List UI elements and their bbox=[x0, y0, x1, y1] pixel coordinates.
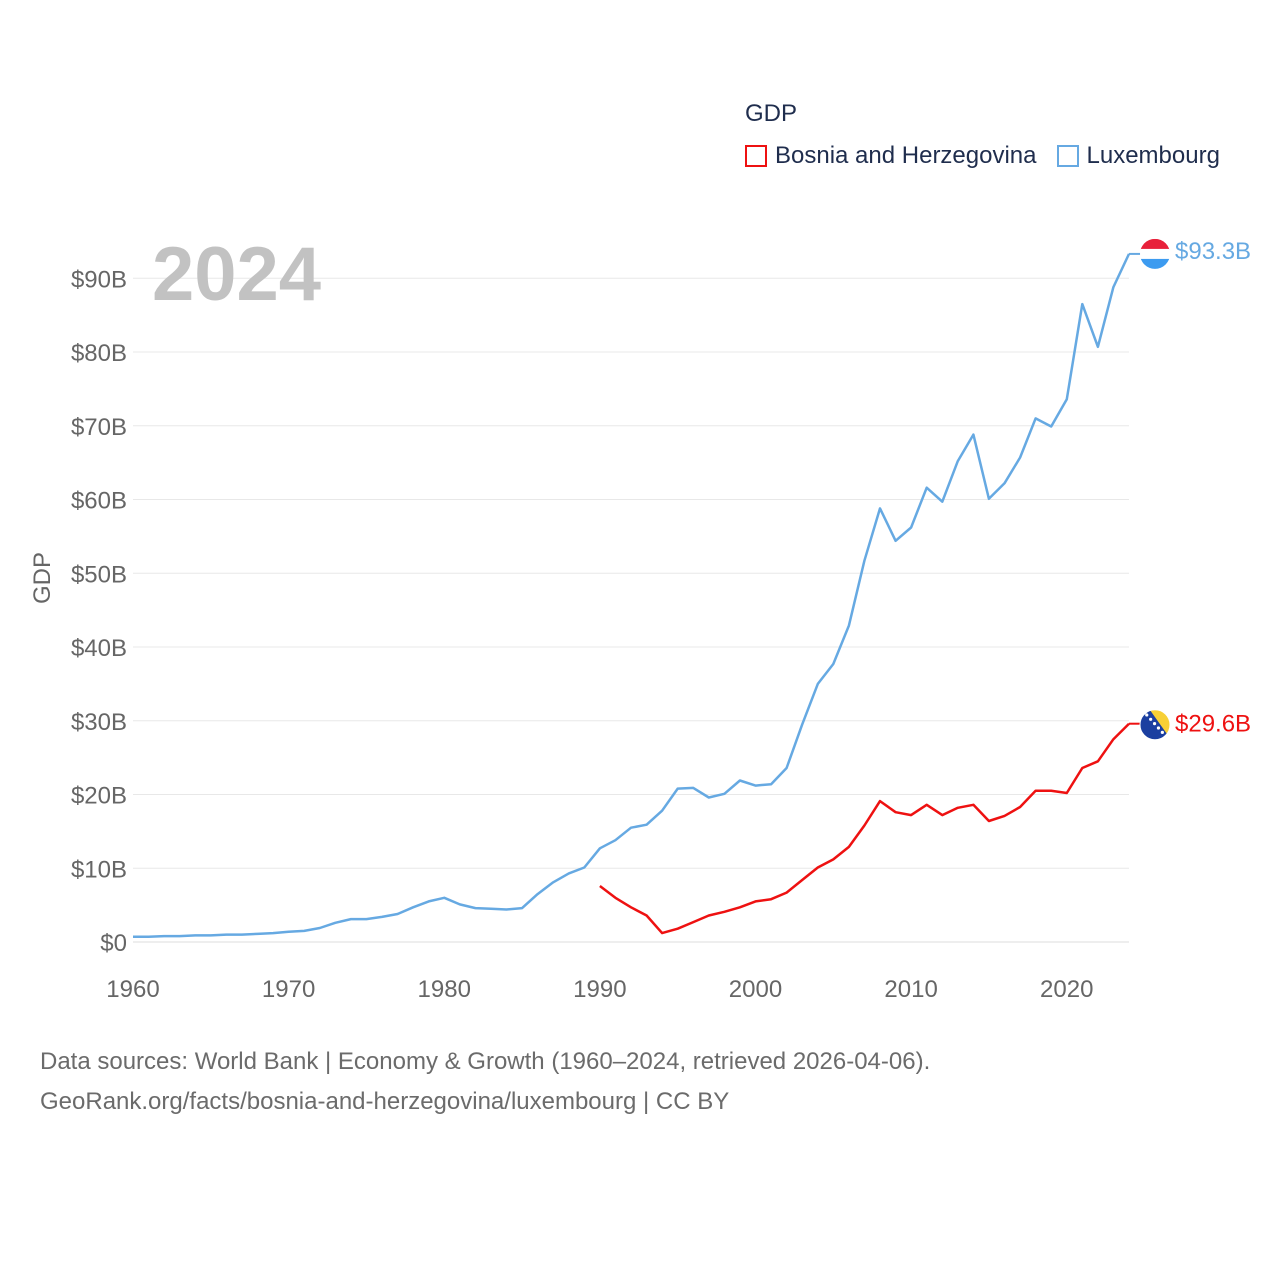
y-tick-label: $40B bbox=[71, 635, 127, 662]
y-tick-label: $30B bbox=[71, 709, 127, 736]
y-axis-title: GDP bbox=[29, 552, 56, 604]
legend-swatch-luxembourg bbox=[1056, 145, 1079, 167]
x-tick-label: 2020 bbox=[1040, 976, 1093, 1003]
year-label: 2024 bbox=[152, 232, 321, 317]
end-label-bosnia: $29.6B bbox=[1175, 711, 1251, 738]
x-tick-label: 2000 bbox=[729, 976, 782, 1003]
line-luxembourg bbox=[133, 253, 1131, 939]
legend: GDP Bosnia and Herzegovina Luxembourg bbox=[745, 100, 1220, 170]
legend-title: GDP bbox=[745, 100, 798, 127]
source-line-2[interactable]: GeoRank.org/facts/bosnia-and-herzegovina… bbox=[40, 1088, 730, 1115]
luxembourg-flag-icon bbox=[1140, 238, 1170, 269]
legend-item-luxembourg[interactable]: Luxembourg bbox=[1056, 142, 1220, 170]
x-tick-label: 1990 bbox=[573, 976, 626, 1003]
line-bosnia bbox=[599, 722, 1130, 935]
x-tick-label: 1980 bbox=[418, 976, 471, 1003]
x-tick-label: 1960 bbox=[106, 976, 159, 1003]
legend-label-bosnia: Bosnia and Herzegovina bbox=[775, 142, 1037, 169]
source-line-1: Data sources: World Bank | Economy & Gro… bbox=[40, 1048, 931, 1075]
y-tick-label: $0 bbox=[100, 930, 127, 957]
end-label-luxembourg: $93.3B bbox=[1175, 238, 1251, 265]
y-tick-label: $80B bbox=[71, 340, 127, 367]
bosnia-flag-icon bbox=[1139, 709, 1171, 741]
x-tick-label: 2010 bbox=[884, 976, 937, 1003]
y-tick-label: $90B bbox=[71, 266, 127, 293]
source-note: Data sources: World Bank | Economy & Gro… bbox=[40, 1042, 930, 1122]
y-tick-label: $20B bbox=[71, 783, 127, 810]
x-tick-label: 1970 bbox=[262, 976, 315, 1003]
y-tick-label: $50B bbox=[71, 561, 127, 588]
legend-item-bosnia[interactable]: Bosnia and Herzegovina bbox=[745, 142, 1037, 170]
y-tick-label: $60B bbox=[71, 488, 127, 515]
y-tick-label: $70B bbox=[71, 414, 127, 441]
y-tick-label: $10B bbox=[71, 856, 127, 883]
legend-label-luxembourg: Luxembourg bbox=[1086, 142, 1220, 169]
legend-swatch-bosnia bbox=[745, 145, 767, 167]
